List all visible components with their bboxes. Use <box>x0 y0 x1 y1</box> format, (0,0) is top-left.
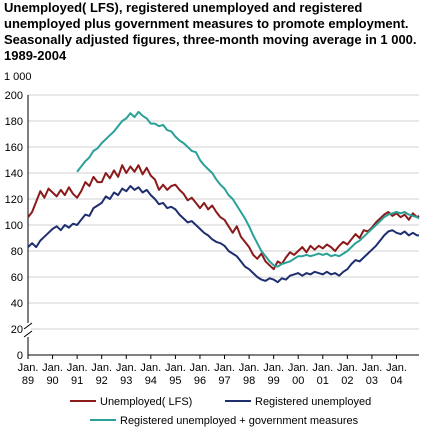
x-tick-label: Jan. <box>116 362 137 374</box>
legend: Unemployed( LFS) Registered unemployed Reg… <box>70 396 371 427</box>
x-tick-label: 98 <box>243 375 255 387</box>
chart-title-line: Seasonally adjusted figures, three-month… <box>4 32 417 47</box>
x-tick-label: Jan. <box>239 362 260 374</box>
x-tick-label: Jan. <box>386 362 407 374</box>
series-lines <box>27 110 420 284</box>
y-tick-label: 60 <box>11 272 23 284</box>
y-tick-label: 40 <box>11 298 23 310</box>
x-tick-label: 95 <box>169 375 181 387</box>
x-axis-ticks: Jan.89Jan.90Jan.91Jan.92Jan.93Jan.94Jan.… <box>18 355 407 387</box>
x-tick-label: 04 <box>390 375 402 387</box>
gridlines <box>28 94 419 330</box>
x-tick-label: Jan. <box>288 362 309 374</box>
x-tick-label: Jan. <box>42 362 63 374</box>
axes <box>23 95 419 356</box>
x-tick-label: Jan. <box>140 362 161 374</box>
series-line-0 <box>27 164 420 271</box>
x-tick-label: Jan. <box>67 362 88 374</box>
x-tick-label: Jan. <box>263 362 284 374</box>
x-tick-label: Jan. <box>362 362 383 374</box>
y-axis-unit-label: 1 000 <box>4 71 32 83</box>
chart-title-line: 1989-2004 <box>4 48 67 63</box>
y-tick-label: 200 <box>5 90 23 102</box>
x-tick-label: 97 <box>218 375 230 387</box>
axis-break-mark <box>23 330 33 338</box>
x-tick-label: 96 <box>194 375 206 387</box>
x-tick-label: Jan. <box>337 362 358 374</box>
x-tick-label: 94 <box>145 375 157 387</box>
axis-break-mark <box>23 322 33 330</box>
legend-label: Unemployed( LFS) <box>100 396 192 408</box>
x-tick-label: 93 <box>120 375 132 387</box>
axis-break-gap <box>25 323 31 337</box>
y-tick-label: 160 <box>5 142 23 154</box>
legend-label: Registered unemployed <box>255 396 371 408</box>
y-tick-label: 0 <box>17 350 23 362</box>
x-tick-label: Jan. <box>165 362 186 374</box>
y-tick-label: 140 <box>5 168 23 180</box>
x-tick-label: Jan. <box>18 362 39 374</box>
y-tick-label: 80 <box>11 246 23 258</box>
x-tick-label: Jan. <box>214 362 235 374</box>
x-tick-label: 90 <box>46 375 58 387</box>
series-line-2 <box>76 110 420 268</box>
y-tick-label: 180 <box>5 116 23 128</box>
x-tick-label: 02 <box>341 375 353 387</box>
x-tick-label: 92 <box>96 375 108 387</box>
x-tick-label: Jan. <box>190 362 211 374</box>
x-tick-label: 91 <box>71 375 83 387</box>
series-line-1 <box>27 185 419 284</box>
y-axis-ticks: 0 20 40 60 80 100 120 140 160 180 200 <box>5 90 23 362</box>
x-tick-label: Jan. <box>312 362 333 374</box>
y-tick-label: 100 <box>5 220 23 232</box>
legend-label: Registered unemployed + government measu… <box>120 415 359 427</box>
x-tick-label: 99 <box>268 375 280 387</box>
chart-title-line: Unemployed( LFS), registered unemployed … <box>4 0 363 15</box>
chart-title: Unemployed( LFS), registered unemployed … <box>4 0 428 64</box>
chart-title-line: unemployed plus government measures to p… <box>4 16 409 31</box>
x-tick-label: 01 <box>317 375 329 387</box>
x-tick-label: 89 <box>22 375 34 387</box>
x-tick-label: Jan. <box>91 362 112 374</box>
y-tick-label: 120 <box>5 194 23 206</box>
x-tick-label: 00 <box>292 375 304 387</box>
x-tick-label: 03 <box>366 375 378 387</box>
y-tick-label: 20 <box>11 324 23 336</box>
